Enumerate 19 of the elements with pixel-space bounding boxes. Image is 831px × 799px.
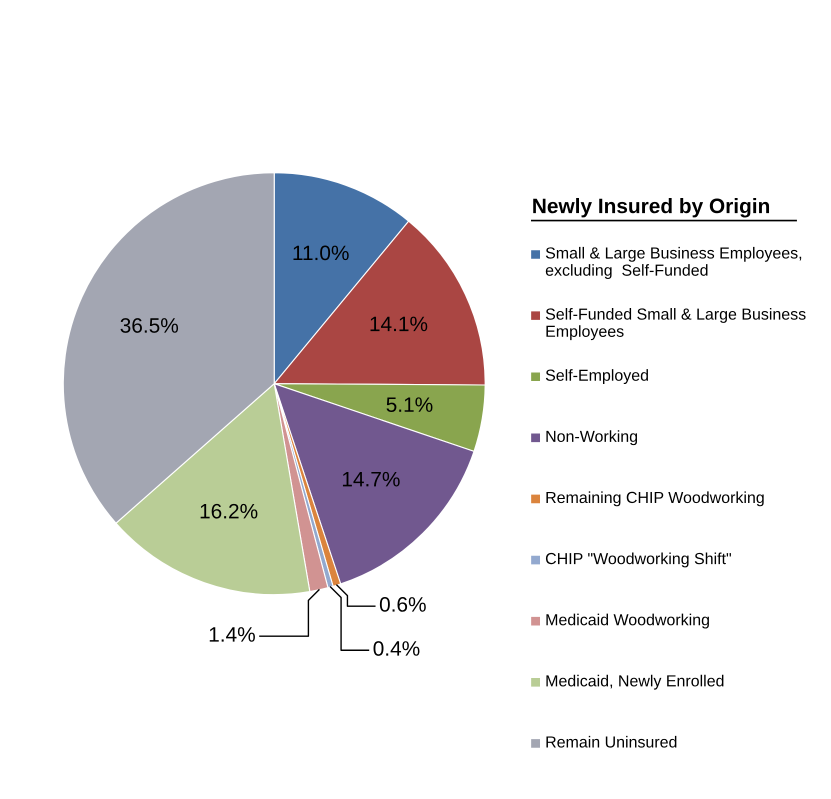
legend-label: Small & Large Business Employees, excluding Self-Funded: [546, 246, 802, 279]
legend-label: CHIP "Woodworking Shift": [546, 552, 731, 568]
legend-label: Medicaid, Newly Enrolled: [546, 674, 724, 690]
data-label: 14.1%: [370, 316, 428, 332]
data-label: 1.4%: [210, 627, 255, 642]
data-label: 0.6%: [380, 597, 426, 612]
legend-label: Self-Employed: [546, 369, 648, 384]
legend-label: Self-Funded Small & Large Business Employees: [546, 308, 806, 340]
legend-label: Remaining CHIP Woodworking: [546, 491, 764, 506]
data-label: 36.5%: [120, 318, 178, 333]
data-label: 0.4%: [374, 641, 420, 656]
legend-title: Newly Insured by Origin: [533, 198, 770, 218]
legend-label: Medicaid Woodworking: [546, 614, 709, 629]
legend-label: Remain Uninsured: [546, 736, 676, 748]
data-label: 11.0%: [294, 246, 349, 260]
data-label: 14.7%: [342, 472, 400, 486]
data-label: 16.2%: [200, 504, 258, 519]
legend-label: Non-Working: [546, 430, 638, 446]
data-label: 5.1%: [386, 397, 432, 412]
